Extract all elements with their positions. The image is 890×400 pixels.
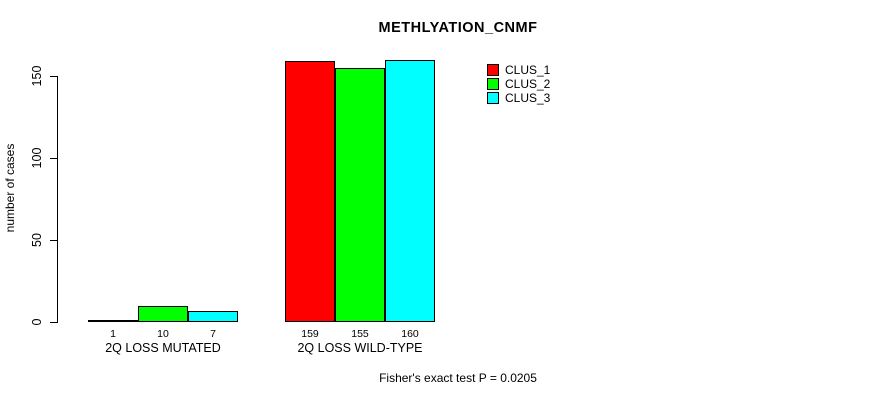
bar-value-label: 10: [157, 328, 169, 340]
group-label: 2Q LOSS MUTATED: [105, 341, 221, 355]
annotation-text: Fisher's exact test P = 0.0205: [379, 371, 537, 385]
y-tick-label: 150: [30, 65, 44, 87]
bar-value-label: 1: [110, 328, 116, 340]
legend-item: CLUS_2: [487, 77, 550, 91]
bar-clus_2-1: [138, 306, 188, 322]
bar-value-label: 159: [301, 328, 319, 340]
y-axis-line: [57, 76, 58, 323]
bar-clus_3-1: [188, 311, 238, 322]
bar-clus_1-1: [88, 320, 138, 322]
chart-title: METHLYATION_CNMF: [378, 20, 538, 36]
bar-clus_2-2: [335, 68, 385, 322]
y-tick: [50, 321, 58, 323]
y-tick: [50, 75, 58, 77]
bar-value-label: 160: [401, 328, 419, 340]
legend-item: CLUS_1: [487, 63, 550, 77]
bar-clus_3-2: [385, 60, 435, 322]
legend-label: CLUS_3: [505, 91, 551, 105]
legend-item: CLUS_3: [487, 91, 550, 105]
group-label: 2Q LOSS WILD-TYPE: [297, 341, 423, 355]
y-axis-label: number of cases: [3, 143, 17, 233]
bar-value-label: 155: [351, 328, 369, 340]
legend-swatch: [487, 92, 499, 104]
y-tick-label: 0: [30, 318, 44, 326]
legend-label: CLUS_2: [505, 77, 551, 91]
bar-clus_1-2: [285, 61, 335, 322]
y-tick: [50, 239, 58, 241]
legend-swatch: [487, 64, 499, 76]
y-tick: [50, 157, 58, 159]
legend-swatch: [487, 78, 499, 90]
y-tick-label: 100: [30, 147, 44, 169]
legend-label: CLUS_1: [505, 63, 551, 77]
legend: CLUS_1 CLUS_2 CLUS_3: [487, 63, 550, 105]
y-tick-label: 50: [30, 233, 44, 247]
bar-value-label: 7: [210, 328, 216, 340]
